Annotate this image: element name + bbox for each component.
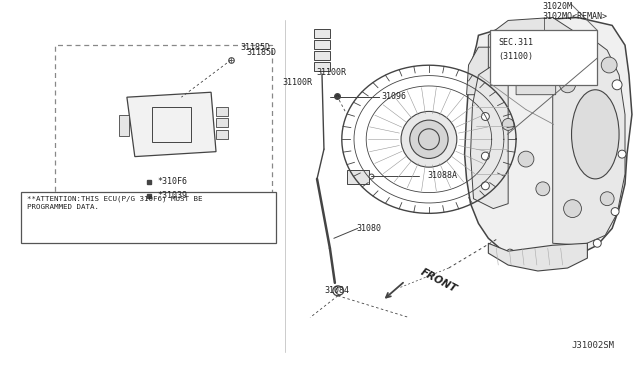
Circle shape xyxy=(612,80,622,90)
Circle shape xyxy=(481,113,490,121)
Circle shape xyxy=(336,287,344,295)
Text: 31100R: 31100R xyxy=(282,77,312,87)
Text: 31088A: 31088A xyxy=(427,171,457,180)
Bar xyxy=(314,40,330,49)
Text: 31020M: 31020M xyxy=(543,1,573,10)
Circle shape xyxy=(524,66,542,84)
Circle shape xyxy=(481,182,490,190)
Circle shape xyxy=(502,119,514,130)
Text: SEC.311: SEC.311 xyxy=(499,38,533,47)
Circle shape xyxy=(506,249,514,257)
Text: *310F6: *310F6 xyxy=(157,177,188,186)
Circle shape xyxy=(544,69,552,77)
Text: (31100): (31100) xyxy=(499,52,533,61)
Circle shape xyxy=(618,150,626,158)
Circle shape xyxy=(593,239,601,247)
Bar xyxy=(216,119,228,127)
Text: FRONT: FRONT xyxy=(419,267,459,295)
Bar xyxy=(314,62,330,71)
Text: 31185D: 31185D xyxy=(246,48,276,57)
Polygon shape xyxy=(488,17,573,47)
Circle shape xyxy=(562,249,570,257)
Bar xyxy=(347,170,369,184)
Text: *31039: *31039 xyxy=(157,191,188,200)
Circle shape xyxy=(518,151,534,167)
Polygon shape xyxy=(488,243,588,271)
Bar xyxy=(216,107,228,116)
Polygon shape xyxy=(470,65,508,209)
Polygon shape xyxy=(465,17,632,261)
Polygon shape xyxy=(127,92,216,157)
Circle shape xyxy=(611,208,619,215)
Circle shape xyxy=(333,286,343,296)
Text: 3102MQ<REMAN>: 3102MQ<REMAN> xyxy=(543,12,608,22)
Circle shape xyxy=(564,200,581,218)
Bar xyxy=(152,107,191,142)
Bar xyxy=(490,31,597,85)
Circle shape xyxy=(419,129,440,150)
Polygon shape xyxy=(467,47,488,95)
Bar xyxy=(314,29,330,38)
Circle shape xyxy=(410,120,448,158)
Text: 31084: 31084 xyxy=(324,286,349,295)
Ellipse shape xyxy=(572,90,619,179)
Circle shape xyxy=(600,192,614,206)
Circle shape xyxy=(481,152,490,160)
Circle shape xyxy=(536,182,550,196)
Text: 31096: 31096 xyxy=(381,92,406,101)
Text: J31002SM: J31002SM xyxy=(572,341,615,350)
Circle shape xyxy=(501,69,509,77)
Text: 31100R: 31100R xyxy=(317,68,347,77)
Bar xyxy=(54,45,273,231)
Text: **ATTENTION:THIS ECU(P/G 310F6) MUST BE
PROGRAMMED DATA.: **ATTENTION:THIS ECU(P/G 310F6) MUST BE … xyxy=(27,196,202,210)
Bar xyxy=(314,51,330,60)
Polygon shape xyxy=(516,35,556,95)
Bar xyxy=(119,115,129,136)
Bar xyxy=(216,130,228,139)
Circle shape xyxy=(601,57,617,73)
Circle shape xyxy=(401,111,457,167)
Polygon shape xyxy=(553,35,625,245)
Bar xyxy=(21,192,276,243)
Circle shape xyxy=(559,77,575,93)
Text: 31080: 31080 xyxy=(356,224,381,233)
Text: 31185D: 31185D xyxy=(241,43,271,52)
